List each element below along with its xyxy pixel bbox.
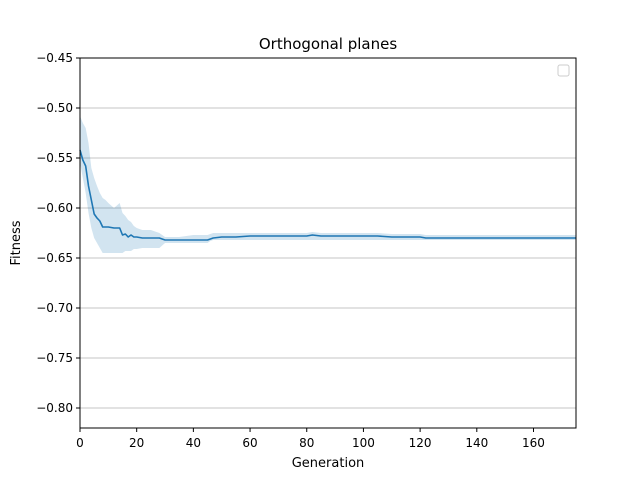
x-tick-label: 0 bbox=[76, 436, 84, 450]
y-tick-label: −0.70 bbox=[36, 301, 73, 315]
x-tick-label: 120 bbox=[409, 436, 432, 450]
x-tick-label: 160 bbox=[522, 436, 545, 450]
y-tick-label: −0.45 bbox=[36, 51, 73, 65]
y-tick-label: −0.60 bbox=[36, 201, 73, 215]
y-tick-label: −0.55 bbox=[36, 151, 73, 165]
confidence-band bbox=[80, 116, 576, 253]
x-axis-ticks: 0 20 40 60 80 100 120 140 160 bbox=[76, 428, 545, 450]
y-tick-label: −0.65 bbox=[36, 251, 73, 265]
x-tick-label: 60 bbox=[242, 436, 257, 450]
x-tick-label: 40 bbox=[186, 436, 201, 450]
x-tick-label: 80 bbox=[299, 436, 314, 450]
y-axis-label: Fitness bbox=[9, 220, 24, 265]
x-tick-label: 20 bbox=[129, 436, 144, 450]
y-axis-ticks: −0.45 −0.50 −0.55 −0.60 −0.65 −0.70 −0.75 −0.80 bbox=[36, 51, 80, 415]
x-axis-label: Generation bbox=[292, 456, 365, 471]
mean-fitness-line bbox=[79, 149, 576, 241]
legend-box bbox=[557, 64, 570, 77]
grid-lines bbox=[80, 57, 576, 409]
x-tick-label: 140 bbox=[465, 436, 488, 450]
plot-frame bbox=[79, 57, 577, 429]
y-tick-label: −0.75 bbox=[36, 351, 73, 365]
y-tick-label: −0.50 bbox=[36, 101, 73, 115]
confidence-band-layer bbox=[80, 116, 576, 253]
chart-title: Orthogonal planes bbox=[259, 35, 397, 53]
mean-line-layer bbox=[79, 149, 576, 241]
x-tick-label: 100 bbox=[352, 436, 375, 450]
y-tick-label: −0.80 bbox=[36, 401, 73, 415]
